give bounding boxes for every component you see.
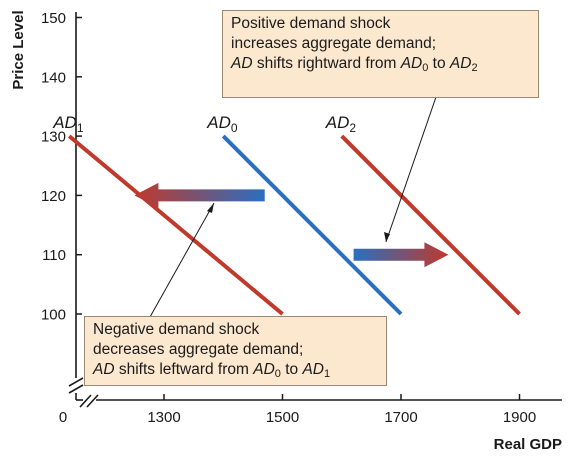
annotation-positive-line1: Positive demand shock bbox=[231, 15, 391, 32]
annotation-positive-shock: Positive demand shock increases aggregat… bbox=[222, 10, 539, 98]
curve-ad0 bbox=[221, 134, 403, 316]
shift-arrows bbox=[134, 182, 449, 268]
y-axis-break-mark bbox=[68, 377, 84, 394]
curve-label-ad2: AD2 bbox=[325, 113, 357, 135]
ad-to-subscript: 2 bbox=[471, 62, 478, 74]
ad-to-subscript: 1 bbox=[324, 368, 331, 380]
annotation-negative-shock: Negative demand shock decreases aggregat… bbox=[84, 316, 387, 386]
annotation-positive-line3: AD shifts rightward from AD0 to AD2 bbox=[231, 54, 530, 74]
pointer-positive-head bbox=[384, 232, 390, 242]
ad-from-term: AD bbox=[400, 55, 423, 72]
to-word: to bbox=[428, 55, 450, 72]
y-axis-title: Price Level bbox=[10, 10, 27, 89]
ad-from-subscript: 0 bbox=[422, 62, 429, 74]
curve-ad1 bbox=[67, 134, 284, 316]
annotation-negative-line1: Negative demand shock bbox=[93, 321, 260, 338]
curve-label-ad0: AD0 bbox=[206, 113, 238, 135]
curve-ad2 bbox=[340, 134, 521, 316]
y-tick-label: 110 bbox=[42, 247, 66, 264]
x-tick-label: 1300 bbox=[147, 409, 180, 426]
x-tick-label: 1900 bbox=[503, 409, 536, 426]
to-word: to bbox=[280, 361, 303, 378]
pointer-negative bbox=[149, 202, 215, 318]
y-tick-label: 140 bbox=[41, 69, 66, 86]
x-axis-title: Real GDP bbox=[494, 436, 562, 453]
y-tick-label: 150 bbox=[41, 10, 66, 27]
shift-arrow-left bbox=[134, 182, 265, 208]
x-tick-label: 1500 bbox=[266, 409, 299, 426]
y-tick-label: 120 bbox=[41, 188, 66, 205]
shift-arrow-right bbox=[353, 242, 449, 268]
curve-label-ad1: AD1 bbox=[52, 113, 84, 135]
x-axis-break-mark bbox=[79, 394, 99, 408]
annotation-pointers bbox=[149, 96, 437, 318]
y-tick-label: 130 bbox=[41, 129, 66, 146]
ad-to-term: AD bbox=[302, 361, 324, 378]
ad-to-term: AD bbox=[449, 55, 472, 72]
pointer-positive bbox=[385, 96, 437, 243]
annotation-positive-line2: increases aggregate demand; bbox=[231, 35, 437, 52]
pointer-negative-head bbox=[207, 203, 214, 213]
y-tick-label: 100 bbox=[41, 307, 66, 324]
shift-text: shifts leftward from bbox=[114, 361, 254, 378]
shift-text: shifts rightward from bbox=[252, 55, 401, 72]
annotation-negative-line2: decreases aggregate demand; bbox=[93, 341, 304, 358]
x-tick-label: 1700 bbox=[384, 409, 417, 426]
ad-term: AD bbox=[93, 361, 115, 378]
series-layer: AD1 AD0 AD2 bbox=[52, 113, 521, 316]
ad-from-subscript: 0 bbox=[274, 368, 281, 380]
ad-from-term: AD bbox=[253, 361, 275, 378]
ad-term: AD bbox=[231, 55, 253, 72]
origin-label: 0 bbox=[59, 409, 67, 426]
annotation-negative-line3: AD shifts leftward from AD0 to AD1 bbox=[93, 360, 378, 380]
